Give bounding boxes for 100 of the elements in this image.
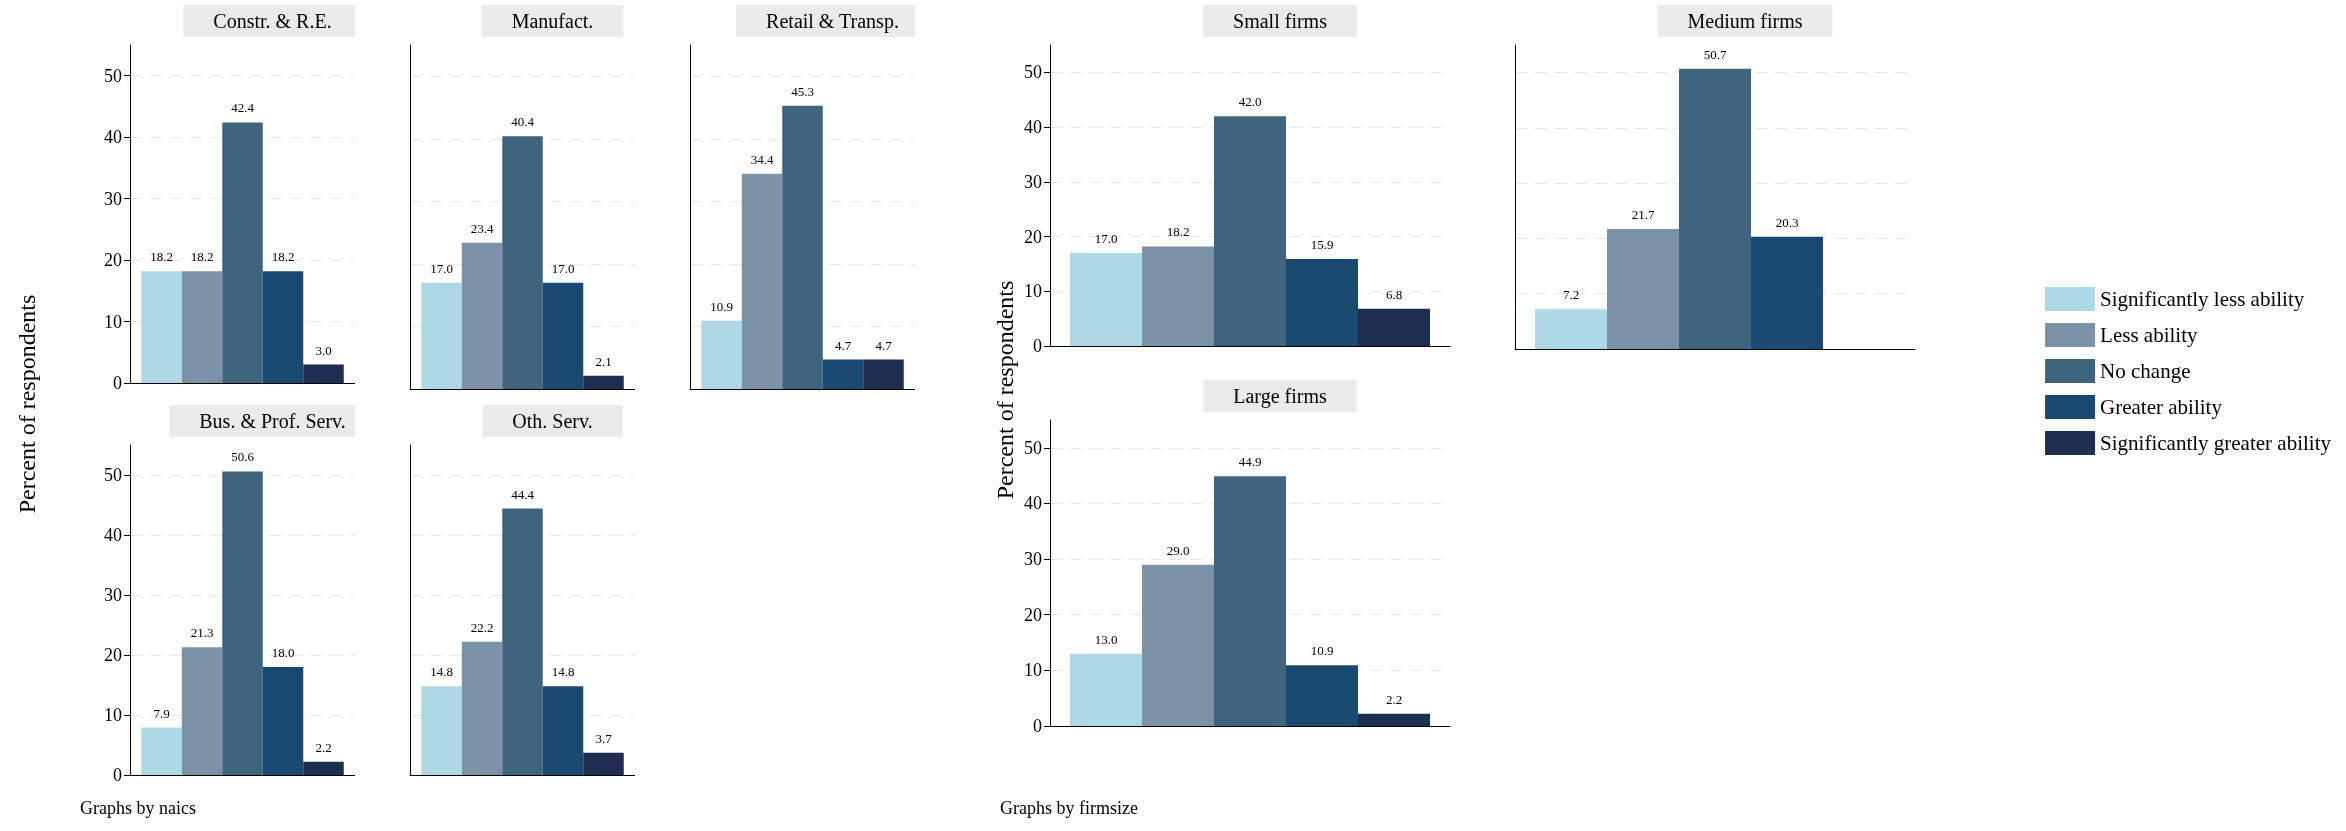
chart-title: Bus. & Prof. Serv. — [199, 410, 346, 432]
chart-title: Constr. & R.E. — [213, 10, 332, 32]
bar — [1142, 564, 1214, 726]
y-axis-title: Percent of respondents — [991, 280, 1019, 500]
data-label: 18.2 — [190, 249, 214, 265]
data-label: 2.2 — [1385, 691, 1403, 707]
data-label: 14.8 — [430, 664, 453, 680]
bar — [1535, 309, 1607, 349]
bar — [542, 282, 584, 389]
chart-title: Oth. Serv. — [512, 410, 593, 432]
bar — [181, 271, 223, 383]
data-label: 13.0 — [1094, 631, 1118, 647]
y-tick-label: 0 — [113, 765, 122, 785]
bar — [822, 359, 864, 389]
y-tick-label: 20 — [104, 645, 122, 665]
bar — [1751, 236, 1823, 349]
data-label: 45.3 — [791, 83, 814, 99]
data-label: 21.7 — [1631, 207, 1655, 223]
legend-label: Significantly less ability — [2100, 287, 2305, 311]
data-label: 17.0 — [1094, 230, 1118, 246]
chart-title: Small firms — [1233, 10, 1328, 32]
bar — [1286, 665, 1358, 726]
bar — [303, 761, 344, 775]
legend-label: Greater ability — [2100, 395, 2223, 419]
y-tick-label: 40 — [104, 525, 122, 545]
y-tick-label: 30 — [104, 188, 122, 209]
y-tick-label: 0 — [1033, 716, 1042, 736]
legend-label: Significantly greater ability — [2100, 431, 2332, 455]
y-tick-label: 50 — [1024, 62, 1042, 83]
bar — [262, 667, 304, 775]
bar — [222, 471, 263, 775]
data-label: 21.3 — [190, 625, 214, 641]
bar — [421, 686, 462, 775]
data-label: 40.4 — [511, 114, 535, 130]
bar — [1070, 252, 1142, 346]
bar — [262, 271, 304, 383]
y-tick-label: 50 — [1024, 437, 1042, 458]
y-tick-label: 30 — [1024, 171, 1042, 192]
bar — [141, 271, 182, 383]
data-label: 42.0 — [1238, 94, 1262, 110]
data-label: 29.0 — [1166, 542, 1190, 558]
y-tick-label: 10 — [1024, 660, 1042, 681]
data-label: 10.9 — [1310, 643, 1334, 659]
y-tick-label: 10 — [1024, 281, 1042, 302]
y-tick-label: 40 — [1024, 117, 1042, 138]
chart-title: Retail & Transp. — [766, 10, 899, 33]
y-tick-label: 30 — [1024, 549, 1042, 570]
data-label: 23.4 — [470, 220, 494, 236]
data-label: 50.7 — [1703, 46, 1727, 62]
bar — [741, 173, 783, 389]
bar — [782, 105, 823, 389]
bar — [502, 508, 543, 775]
bar — [502, 136, 543, 389]
data-label: 17.0 — [430, 260, 453, 276]
chart-title: Large firms — [1233, 385, 1327, 408]
y-tick-label: 50 — [104, 465, 122, 485]
y-tick-label: 20 — [1024, 226, 1042, 247]
y-axis-title: Percent of respondents — [13, 294, 41, 514]
legend-label: Less ability — [2100, 323, 2198, 347]
text: Graphs by naics — [80, 798, 196, 818]
bar — [181, 647, 223, 775]
data-label: 22.2 — [470, 619, 494, 635]
y-tick-label: 20 — [1024, 604, 1042, 625]
bar — [1607, 229, 1679, 349]
bar — [1070, 653, 1142, 726]
bar — [583, 752, 624, 775]
y-tick-label: 0 — [113, 373, 122, 393]
y-tick-label: 20 — [104, 250, 122, 271]
data-label: 10.9 — [710, 298, 733, 314]
data-label: 50.6 — [231, 449, 255, 465]
y-tick-label: 40 — [104, 127, 122, 148]
bar — [461, 641, 503, 775]
y-tick-label: 0 — [1033, 336, 1042, 356]
data-label: 6.8 — [1385, 286, 1403, 302]
data-label: 7.2 — [1562, 287, 1580, 303]
bar — [542, 686, 584, 775]
data-label: 44.4 — [511, 486, 535, 502]
bar — [863, 359, 904, 389]
bar — [1214, 116, 1286, 346]
data-label: 18.2 — [150, 249, 173, 265]
data-label: 18.2 — [1166, 224, 1190, 240]
data-label: 20.3 — [1775, 214, 1799, 230]
chart-title: Medium firms — [1687, 10, 1803, 32]
bar — [701, 320, 742, 389]
bar — [303, 364, 344, 383]
bar — [1358, 308, 1430, 346]
data-label: 42.4 — [231, 100, 255, 116]
data-label: 4.7 — [834, 337, 852, 353]
bar — [1286, 258, 1358, 346]
y-tick-label: 50 — [104, 65, 122, 86]
legend-label: No change — [2100, 359, 2191, 383]
y-tick-label: 40 — [1024, 493, 1042, 514]
data-label: 3.7 — [595, 730, 613, 746]
bar — [1214, 476, 1286, 726]
data-label: 44.9 — [1238, 454, 1262, 470]
data-label: 18.0 — [271, 645, 295, 660]
data-label: 2.2 — [315, 739, 332, 755]
data-label: 4.7 — [875, 337, 893, 353]
chart-title: Manufact. — [511, 10, 594, 32]
bar — [141, 727, 182, 775]
